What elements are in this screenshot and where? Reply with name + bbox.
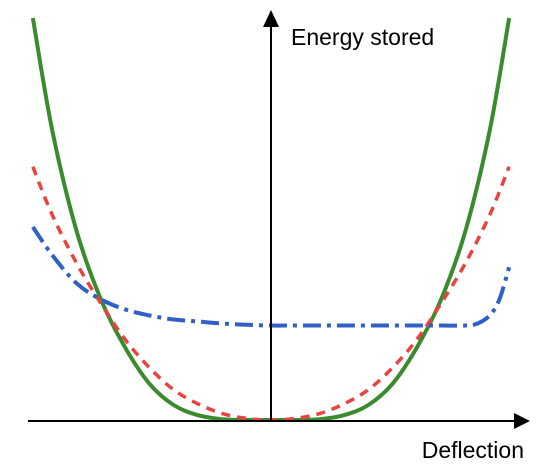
y-axis-label: Energy stored [291, 24, 434, 50]
x-axis-label: Deflection [422, 437, 524, 463]
y-axis-arrowhead [263, 10, 279, 27]
series-dash-dot-line [31, 225, 512, 328]
x-axis-arrowhead [514, 413, 530, 429]
